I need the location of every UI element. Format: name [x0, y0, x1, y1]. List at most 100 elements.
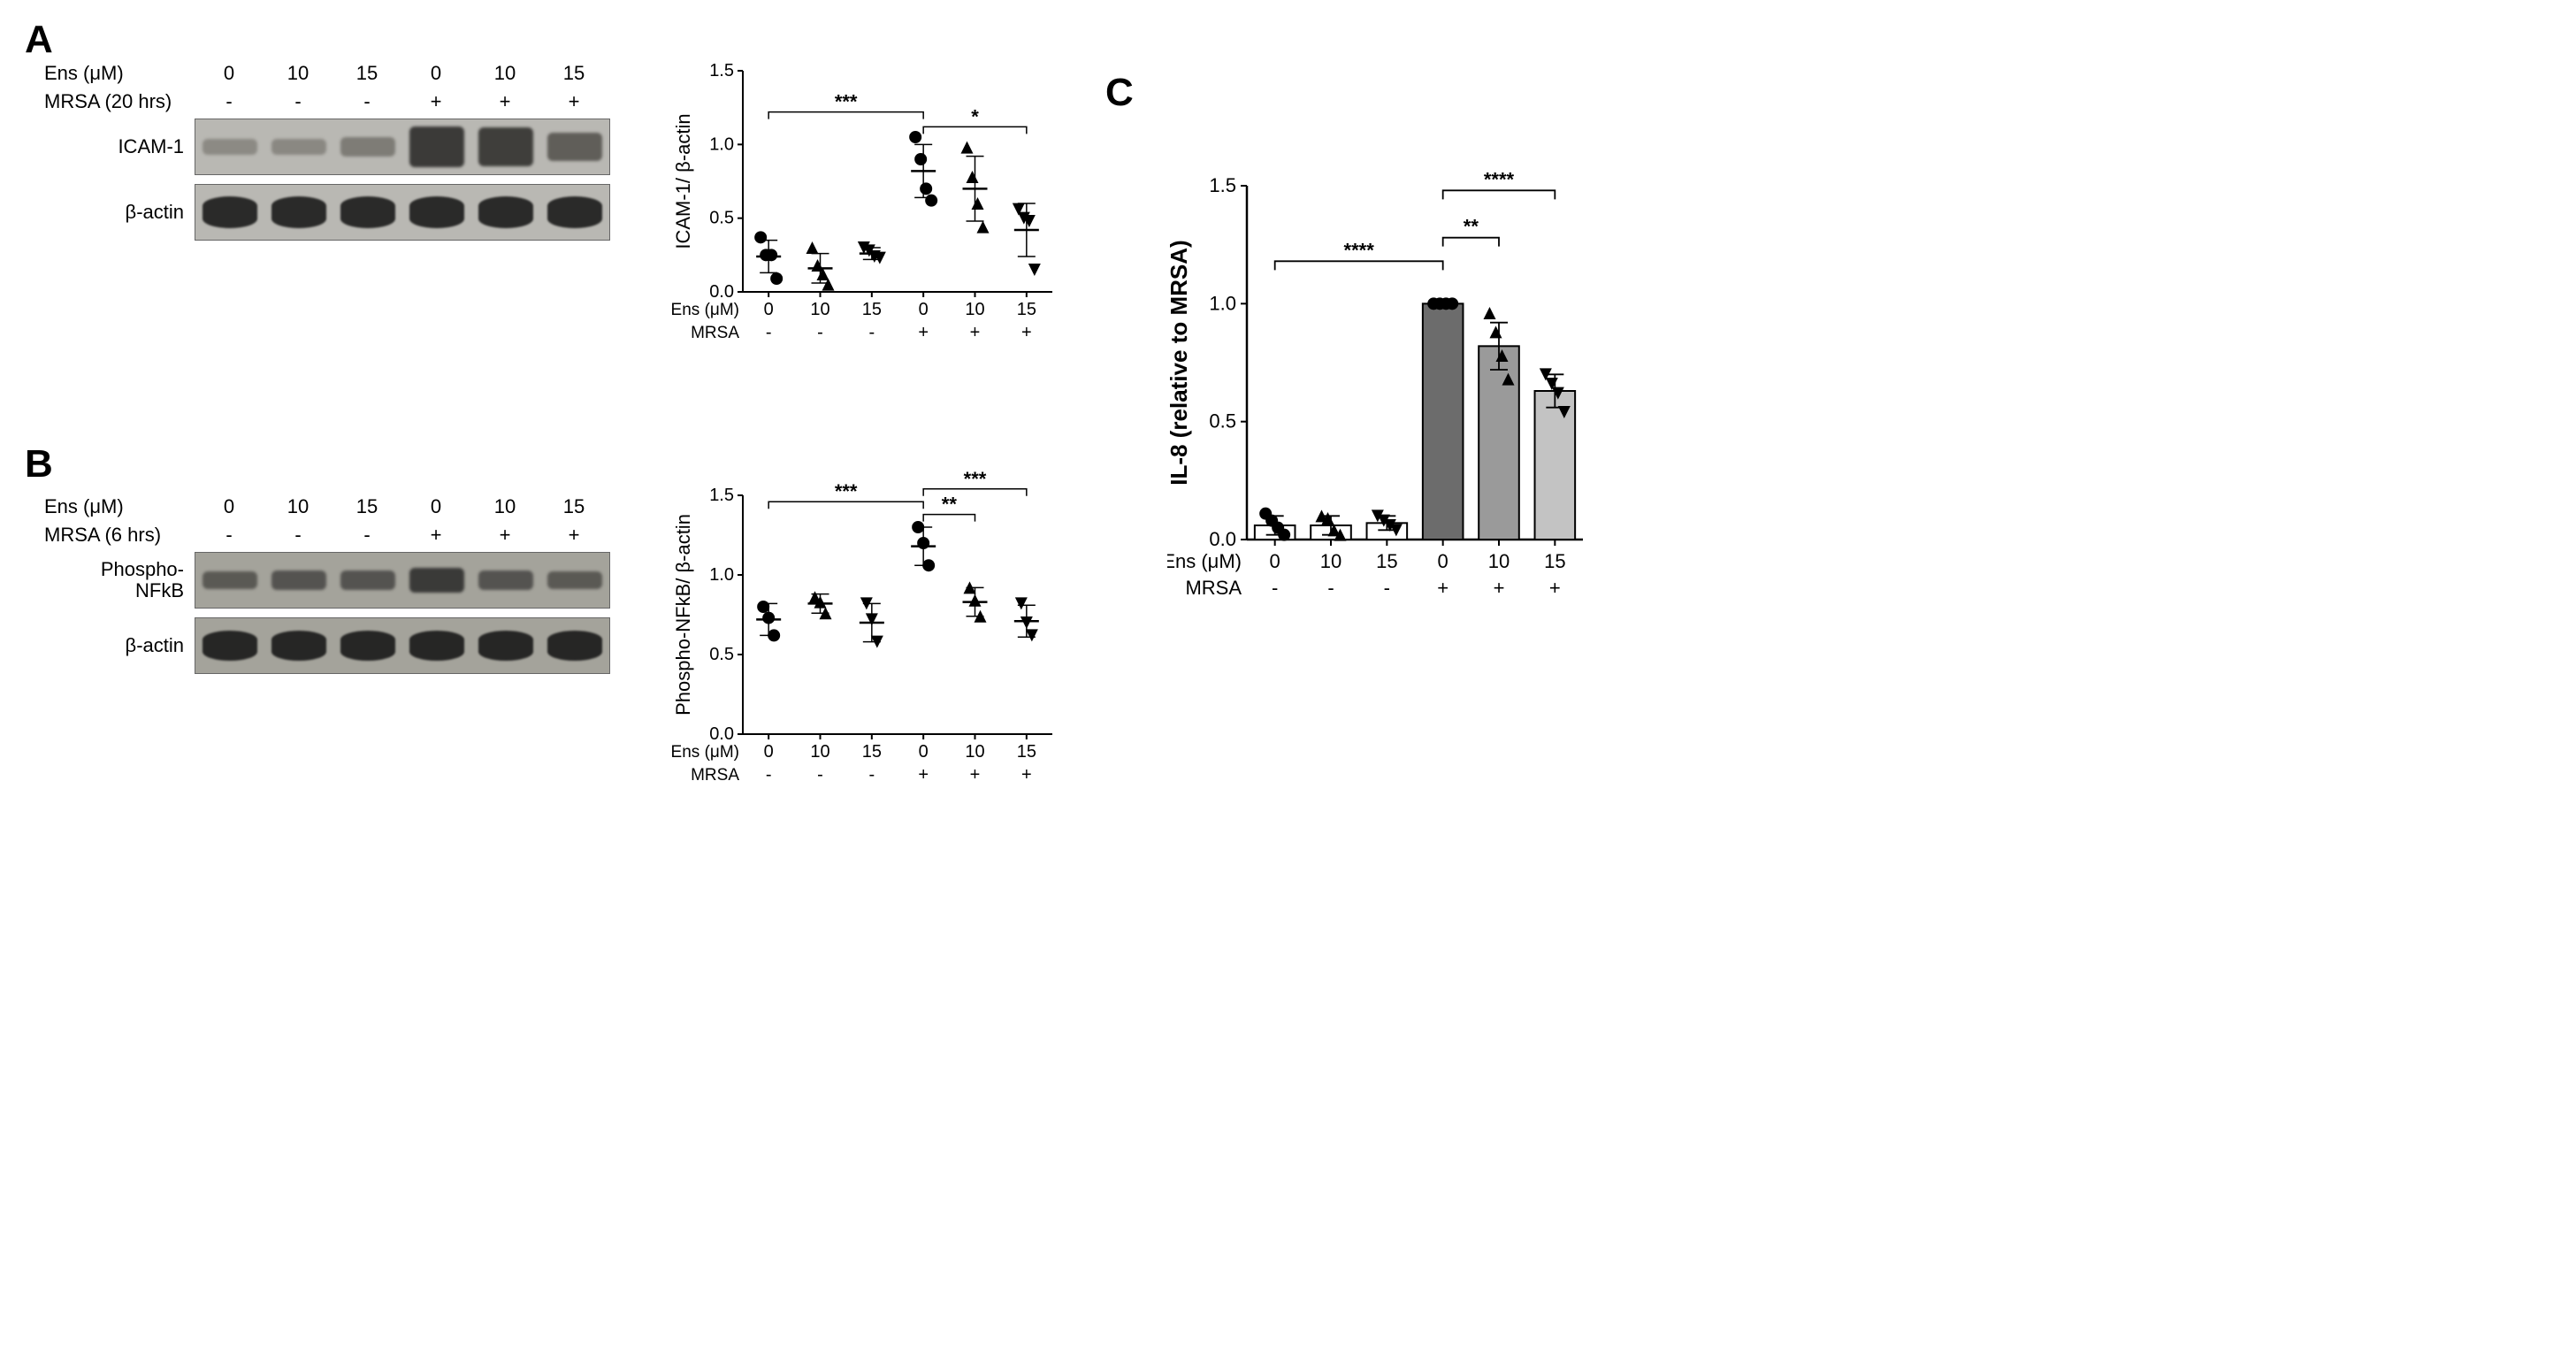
svg-text:Ens (μM): Ens (μM) — [1167, 550, 1242, 572]
blot-band — [547, 631, 602, 661]
svg-text:Phospho-NFkB/ β-actin: Phospho-NFkB/ β-actin — [672, 514, 694, 716]
blot-band — [203, 631, 257, 661]
lane-mrsa-value: + — [539, 90, 608, 113]
svg-text:***: *** — [835, 480, 858, 502]
svg-text:+: + — [1494, 577, 1505, 599]
svg-text:0.5: 0.5 — [1209, 410, 1236, 433]
blot-lane — [333, 553, 402, 608]
blot-lane — [195, 553, 264, 608]
svg-text:+: + — [1437, 577, 1449, 599]
svg-text:10: 10 — [810, 300, 829, 319]
svg-text:10: 10 — [810, 742, 829, 762]
lane-mrsa-value: - — [264, 90, 333, 113]
blot-lane-header-ens: Ens (μM)0101501015 — [44, 62, 610, 85]
svg-text:15: 15 — [1544, 550, 1565, 572]
blot-lane — [540, 618, 609, 673]
lane-mrsa-value: - — [333, 90, 401, 113]
svg-text:***: *** — [964, 468, 987, 490]
svg-text:10: 10 — [1488, 550, 1510, 572]
lane-ens-value: 15 — [539, 62, 608, 85]
svg-text:ICAM-1/ β-actin: ICAM-1/ β-actin — [672, 113, 694, 249]
western-blot-b: Ens (μM)0101501015MRSA (6 hrs)---+++Phos… — [44, 495, 610, 683]
blot-band — [340, 631, 395, 661]
svg-text:-: - — [766, 765, 772, 785]
blot-band — [409, 126, 464, 167]
svg-text:MRSA: MRSA — [691, 766, 739, 785]
scientific-figure: A B C Ens (μM)0101501015MRSA (20 hrs)---… — [18, 18, 1609, 867]
blot-lane — [402, 618, 471, 673]
blot-band — [203, 139, 257, 155]
lane-mrsa-value: + — [470, 90, 539, 113]
blot-loading-label: β-actin — [44, 202, 195, 223]
svg-text:**: ** — [1464, 216, 1479, 238]
svg-text:0: 0 — [764, 742, 774, 762]
blot-lane — [540, 553, 609, 608]
blot-lane — [333, 119, 402, 174]
svg-text:***: *** — [835, 91, 858, 113]
lane-mrsa-value: + — [401, 524, 470, 547]
blot-lane — [195, 618, 264, 673]
svg-text:10: 10 — [965, 742, 984, 762]
svg-text:0: 0 — [1438, 550, 1449, 572]
svg-text:0.0: 0.0 — [1209, 528, 1236, 550]
svg-text:+: + — [1021, 323, 1032, 342]
svg-text:MRSA: MRSA — [1185, 577, 1242, 599]
lane-mrsa-value: - — [195, 90, 264, 113]
svg-text:+: + — [1549, 577, 1561, 599]
lane-ens-value: 0 — [195, 62, 264, 85]
blot-band — [271, 196, 326, 228]
blot-lane — [264, 185, 333, 240]
svg-text:0: 0 — [764, 300, 774, 319]
svg-text:15: 15 — [1017, 742, 1036, 762]
blot-loading-row: β-actin — [44, 184, 610, 241]
svg-text:1.0: 1.0 — [709, 565, 734, 585]
dotplot-b: 0.00.51.01.5Phospho-NFkB/ β-actin*******… — [672, 460, 1061, 818]
svg-text:-: - — [817, 323, 823, 342]
lane-ens-value: 10 — [470, 62, 539, 85]
svg-text:15: 15 — [1376, 550, 1397, 572]
svg-text:****: **** — [1484, 168, 1515, 190]
lane-mrsa-value: + — [470, 524, 539, 547]
blot-band — [547, 571, 602, 589]
svg-text:IL-8 (relative to MRSA): IL-8 (relative to MRSA) — [1167, 240, 1192, 485]
lane-ens-value: 15 — [539, 495, 608, 518]
blot-loading-strip — [195, 617, 610, 674]
svg-text:0.0: 0.0 — [709, 282, 734, 302]
svg-text:+: + — [918, 323, 929, 342]
svg-text:*: * — [971, 105, 979, 127]
panel-label-b: B — [25, 442, 53, 486]
svg-text:0: 0 — [919, 300, 929, 319]
blot-band — [478, 196, 533, 228]
svg-text:15: 15 — [862, 742, 882, 762]
western-blot-a: Ens (μM)0101501015MRSA (20 hrs)---+++ICA… — [44, 62, 610, 249]
svg-text:+: + — [918, 765, 929, 785]
blot-lane — [471, 185, 540, 240]
panel-label-a: A — [25, 18, 53, 62]
blot-loading-row: β-actin — [44, 617, 610, 674]
lane-ens-value: 10 — [264, 495, 333, 518]
lane-mrsa-value: + — [539, 524, 608, 547]
dotplot-a: 0.00.51.01.5ICAM-1/ β-actin****Ens (μM)M… — [672, 35, 1061, 376]
blot-protein-label: ICAM-1 — [44, 136, 195, 157]
barplot-c: 0.00.51.01.5IL-8 (relative to MRSA)*****… — [1167, 133, 1592, 632]
blot-protein-row: ICAM-1 — [44, 119, 610, 175]
svg-text:1.5: 1.5 — [1209, 174, 1236, 196]
lane-ens-value: 0 — [195, 495, 264, 518]
blot-lane-header-ens: Ens (μM)0101501015 — [44, 495, 610, 518]
blot-band — [409, 568, 464, 593]
svg-text:**: ** — [942, 494, 958, 516]
lane-mrsa-value: - — [333, 524, 401, 547]
blot-band — [340, 570, 395, 590]
svg-text:0: 0 — [919, 742, 929, 762]
lane-ens-value: 0 — [401, 495, 470, 518]
blot-band — [340, 196, 395, 228]
blot-band — [271, 139, 326, 155]
blot-lane — [540, 119, 609, 174]
lane-ens-value: 0 — [401, 62, 470, 85]
blot-lane-header-mrsa: MRSA (20 hrs)---+++ — [44, 90, 610, 113]
lane-ens-value: 15 — [333, 495, 401, 518]
blot-lane — [333, 618, 402, 673]
svg-text:10: 10 — [1320, 550, 1342, 572]
svg-text:0.5: 0.5 — [709, 645, 734, 664]
blot-lane — [264, 119, 333, 174]
